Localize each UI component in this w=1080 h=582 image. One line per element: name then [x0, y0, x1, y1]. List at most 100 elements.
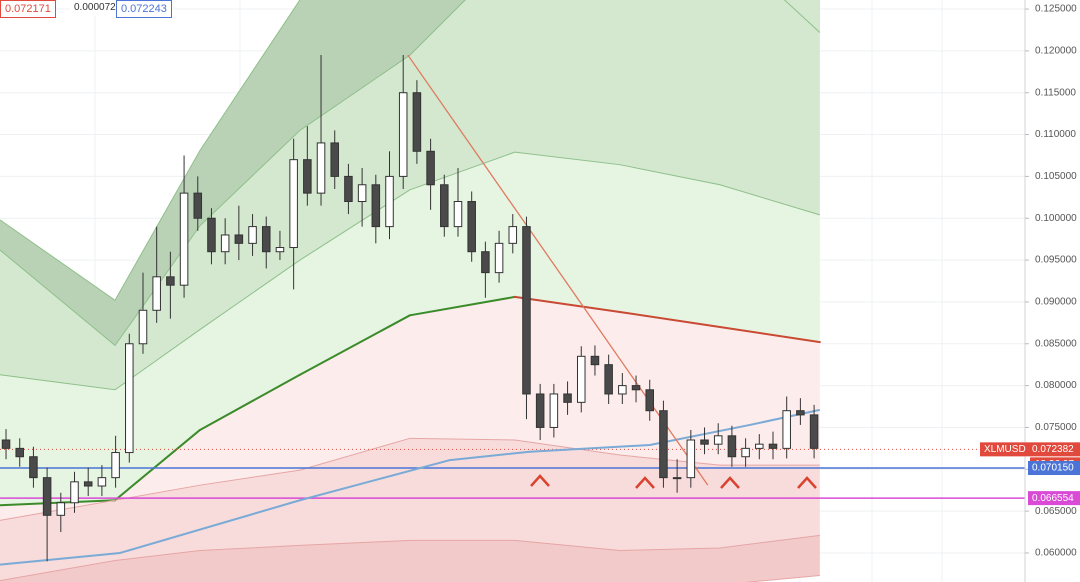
band-line — [0, 0, 821, 301]
candle-body — [371, 184, 381, 228]
candle-body — [125, 343, 134, 454]
caret-marker — [530, 474, 550, 487]
header-value: 0.072171 — [0, 0, 56, 18]
candle-body — [768, 443, 778, 449]
candle-body — [741, 447, 750, 458]
candle-body — [508, 226, 518, 244]
candle-body — [576, 355, 586, 403]
candle-body — [275, 247, 285, 253]
candle-body — [549, 393, 559, 428]
candle-body — [604, 364, 613, 395]
candle-body — [796, 410, 805, 416]
band-line-segment — [298, 314, 411, 376]
candle-body — [193, 192, 203, 219]
band-fill — [0, 0, 820, 390]
header-value: 0.000072 — [70, 0, 120, 16]
candle-body — [453, 201, 463, 228]
candle-body — [207, 217, 216, 253]
caret-marker — [720, 476, 740, 489]
candle-body — [440, 184, 449, 228]
candle-body — [330, 142, 339, 177]
candle-body — [618, 385, 627, 395]
candle-body — [645, 389, 654, 412]
caret-marker — [635, 476, 655, 489]
y-tick-label: 0.120000 — [1035, 46, 1077, 57]
candle-body — [631, 385, 641, 391]
candle-body — [467, 201, 476, 253]
candle-body — [385, 175, 394, 228]
candle-body — [481, 251, 490, 274]
candle-body — [755, 443, 764, 449]
candle-body — [700, 439, 709, 445]
band-line-segment — [198, 373, 301, 431]
candle-body — [686, 439, 696, 479]
candle-body — [152, 276, 161, 311]
y-tick-label: 0.090000 — [1035, 297, 1077, 308]
candle-body — [234, 234, 244, 244]
candle-body — [179, 192, 189, 286]
candle-body — [344, 175, 353, 203]
candle-body — [42, 477, 52, 516]
markers — [530, 474, 817, 489]
y-tick-label: 0.125000 — [1035, 4, 1077, 15]
band-line-segment — [408, 295, 516, 317]
hline-tag-box — [1028, 491, 1080, 506]
bands-layer — [0, 0, 1025, 582]
y-tick-label: 0.075000 — [1035, 422, 1077, 433]
y-tick-label: 0.115000 — [1035, 87, 1076, 98]
candle-body — [261, 226, 271, 253]
candle-body — [220, 234, 230, 253]
axis-layer: 0.125000 0.120000 0.115000 0.110000 0.105000… — [980, 4, 1080, 559]
candle-body — [522, 226, 531, 395]
candle-body — [289, 159, 298, 249]
y-tick-label: 0.110000 — [1035, 129, 1076, 140]
header-value: 0.072243 — [116, 0, 172, 18]
symbol-label: XLMUSD — [984, 444, 1026, 455]
candle-body — [248, 226, 257, 244]
candle-body — [782, 410, 791, 449]
candle-body — [303, 159, 312, 194]
caret-marker — [797, 476, 817, 489]
candle-body — [727, 435, 737, 458]
candle-body — [70, 481, 79, 504]
y-tick-label: 0.095000 — [1035, 255, 1077, 266]
candle-body — [29, 456, 38, 479]
candle-body — [357, 184, 367, 203]
candle-body — [494, 242, 504, 274]
y-tick-label: 0.080000 — [1035, 380, 1077, 391]
band-fill — [0, 535, 820, 582]
band-fill — [0, 438, 820, 581]
band-fill — [0, 152, 820, 506]
band-line — [0, 437, 820, 521]
y-tick-label: 0.065000 — [1035, 506, 1077, 517]
candle-body — [590, 355, 600, 366]
y-tick-label: 0.100000 — [1035, 213, 1077, 224]
band-line — [0, 151, 820, 391]
candle-body — [138, 309, 148, 345]
candles-layer — [1, 55, 819, 562]
band-fill — [0, 0, 820, 346]
hline-tag-box — [1028, 461, 1080, 476]
last-price-tag-box — [980, 442, 1080, 457]
y-tick-label: 0.085000 — [1035, 338, 1077, 349]
candle-body — [1, 439, 11, 449]
indicator-line — [0, 408, 821, 566]
candle-body — [412, 92, 422, 152]
hline-tag-label: 0.070150 — [1032, 463, 1074, 474]
candle-body — [83, 481, 93, 487]
candle-body — [713, 435, 723, 445]
candle-body — [563, 393, 572, 403]
last-price-label: 0.072382 — [1032, 444, 1074, 455]
y-tick-label: 0.105000 — [1035, 171, 1077, 182]
indicator-line — [407, 54, 709, 486]
band-line-segment — [114, 428, 201, 502]
band-line — [0, 534, 820, 582]
candle-body — [97, 477, 107, 487]
candle-body — [166, 276, 175, 286]
candle-body — [809, 414, 819, 449]
candle-body — [15, 447, 24, 458]
hline-tag-label: 0.066554 — [1032, 493, 1074, 504]
candle-body — [659, 410, 668, 479]
